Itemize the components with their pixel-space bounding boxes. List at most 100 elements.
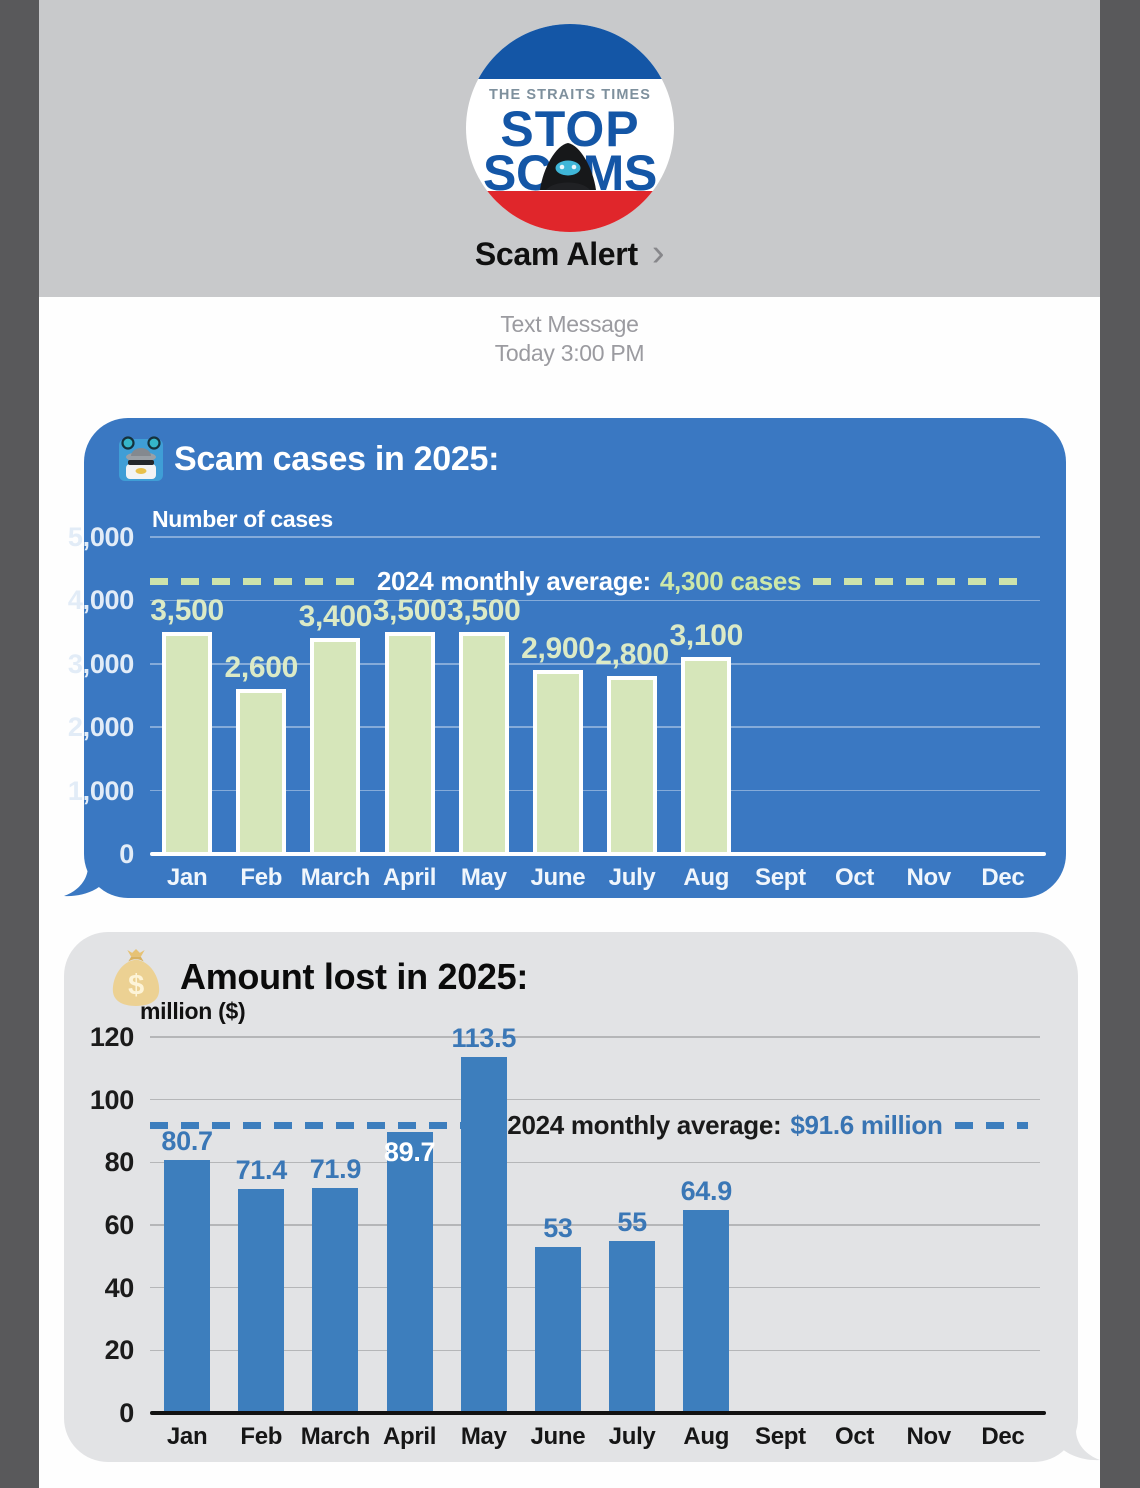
- bar-value-label: 3,500: [150, 594, 224, 628]
- bar: [312, 1187, 359, 1413]
- bar-value-label: 64.9: [680, 1175, 733, 1206]
- y-tick-label: 100: [89, 1084, 134, 1115]
- bar-value-label: 71.9: [309, 1153, 362, 1184]
- gridline: [150, 663, 1040, 665]
- money-bag-icon: $: [112, 949, 160, 1006]
- gridline: [150, 1036, 1040, 1038]
- y-tick-label: 80: [104, 1147, 135, 1178]
- timestamp: Today 3:00 PM: [494, 340, 645, 366]
- x-axis-line: [150, 1411, 1046, 1415]
- bar: [164, 1160, 211, 1413]
- bar: [458, 632, 509, 854]
- right-border-strip: [1100, 0, 1140, 1488]
- bar-value-label: 113.5: [451, 1023, 517, 1054]
- y-tick-label: 3,000: [67, 648, 134, 679]
- x-tick-label: Oct: [835, 864, 875, 891]
- bar-value-label: 3,400: [298, 600, 373, 634]
- bubble-tail-left: [64, 846, 110, 897]
- x-tick-label: Nov: [906, 1423, 952, 1450]
- y-tick-label: 20: [104, 1335, 135, 1366]
- bar: [532, 670, 583, 854]
- bar: [607, 676, 658, 854]
- bubble-tail-right: [1054, 1410, 1100, 1461]
- y-tick-label: 0: [119, 1398, 134, 1428]
- svg-text:$: $: [128, 969, 144, 1001]
- x-tick-label: July: [608, 1423, 656, 1450]
- bar-value-label: 71.4: [235, 1155, 288, 1186]
- x-tick-label: April: [382, 864, 437, 891]
- average-label: 2024 monthly average: $91.6 million: [507, 1110, 943, 1141]
- message-meta: Text Message Today 3:00 PM: [39, 310, 1100, 368]
- bar: [534, 1246, 581, 1413]
- average-line: 2024 monthly average: 4,300 cases: [150, 564, 1029, 598]
- y-tick-label: 5,000: [67, 522, 134, 552]
- x-tick-label: Sept: [755, 1423, 806, 1450]
- x-tick-label: May: [460, 864, 507, 891]
- y-tick-label: 1,000: [67, 775, 134, 806]
- contact-header[interactable]: Scam Alert ›: [39, 231, 1100, 274]
- x-axis-line: [150, 852, 1046, 856]
- average-label-prefix: 2024 monthly average:: [376, 565, 651, 596]
- scammer-icon: [119, 436, 163, 481]
- gridline: [150, 1161, 1040, 1164]
- y-tick-label: 60: [104, 1210, 135, 1240]
- average-dash: [813, 577, 1029, 585]
- chart-cases-title: Scam cases in 2025:: [174, 439, 500, 478]
- x-tick-label: June: [530, 864, 586, 891]
- y-tick-label: 120: [89, 1022, 134, 1052]
- y-tick-label: 4,000: [67, 585, 134, 616]
- x-tick-label: Dec: [981, 864, 1025, 891]
- x-tick-label: March: [300, 1423, 371, 1450]
- chart-amount-title-row: $ Amount lost in 2025:: [108, 946, 528, 1008]
- gridline: [150, 1286, 1040, 1289]
- bar-value-label: 80.7: [161, 1126, 213, 1157]
- contact-name: Scam Alert: [474, 236, 638, 272]
- bar-value-label: 3,100: [669, 619, 744, 653]
- average-label: 2024 monthly average: 4,300 cases: [376, 565, 802, 597]
- x-tick-label: March: [300, 864, 371, 891]
- x-tick-label: Aug: [683, 1423, 730, 1450]
- chevron-right-icon: ›: [651, 231, 665, 274]
- logo-publisher: THE STRAITS TIMES: [489, 87, 651, 103]
- bar-value-label: 2,800: [595, 638, 669, 672]
- bar-value-label: 55: [617, 1206, 647, 1237]
- x-tick-label: Nov: [906, 864, 952, 891]
- gridline: [150, 789, 1040, 792]
- x-tick-label: Feb: [240, 864, 283, 891]
- logo-word-ms: MS: [583, 145, 657, 201]
- bar-value-label: 53: [543, 1212, 573, 1243]
- bar: [683, 1209, 730, 1413]
- bar-value-label: 2,900: [521, 632, 595, 666]
- chart-cases: 5,000 4,000 3,000 2,000 1,000 0 2024 monthly a…: [68, 418, 1066, 898]
- bar: [310, 638, 361, 854]
- bar-value-label: 2,600: [224, 651, 299, 685]
- left-border-strip: [0, 0, 39, 1488]
- bar: [681, 657, 732, 854]
- gridline: [150, 1349, 1040, 1352]
- bar-value-label: 3,500: [372, 594, 447, 628]
- chart-amount-ylabel: million ($): [140, 998, 246, 1024]
- bar: [384, 632, 435, 854]
- x-tick-label: Dec: [981, 1423, 1025, 1450]
- bar-value-label: 3,500: [446, 594, 521, 628]
- gridline: [150, 599, 1040, 602]
- logo-word-sc: SC: [483, 145, 552, 201]
- x-tick-label: May: [460, 1423, 507, 1450]
- chat-header: THE STRAITS TIMES STOP SC MS Scam Alert …: [39, 0, 1100, 297]
- message-type-label: Text Message: [500, 311, 639, 337]
- message-bubble-cases: Scam cases in 2025: Number of cases 5,00…: [64, 418, 1066, 898]
- gridline: [150, 726, 1040, 728]
- message-bubble-amount: $ Amount lost in 2025: million ($) 120 10…: [64, 932, 1100, 1462]
- average-label-prefix: 2024 monthly average:: [507, 1110, 782, 1141]
- bar: [609, 1240, 656, 1413]
- chart-cases-title-row: Scam cases in 2025:: [118, 436, 499, 482]
- average-label-value: 4,300 cases: [659, 565, 802, 596]
- stop-scams-logo: THE STRAITS TIMES STOP SC MS: [466, 24, 674, 232]
- bar: [162, 632, 213, 854]
- average-label-value: $91.6 million: [790, 1110, 943, 1141]
- y-tick-label: 0: [119, 839, 134, 869]
- y-tick-label: 40: [104, 1272, 135, 1303]
- hooded-scammer-icon: [540, 143, 596, 190]
- chart-cases-ylabel: Number of cases: [152, 506, 333, 532]
